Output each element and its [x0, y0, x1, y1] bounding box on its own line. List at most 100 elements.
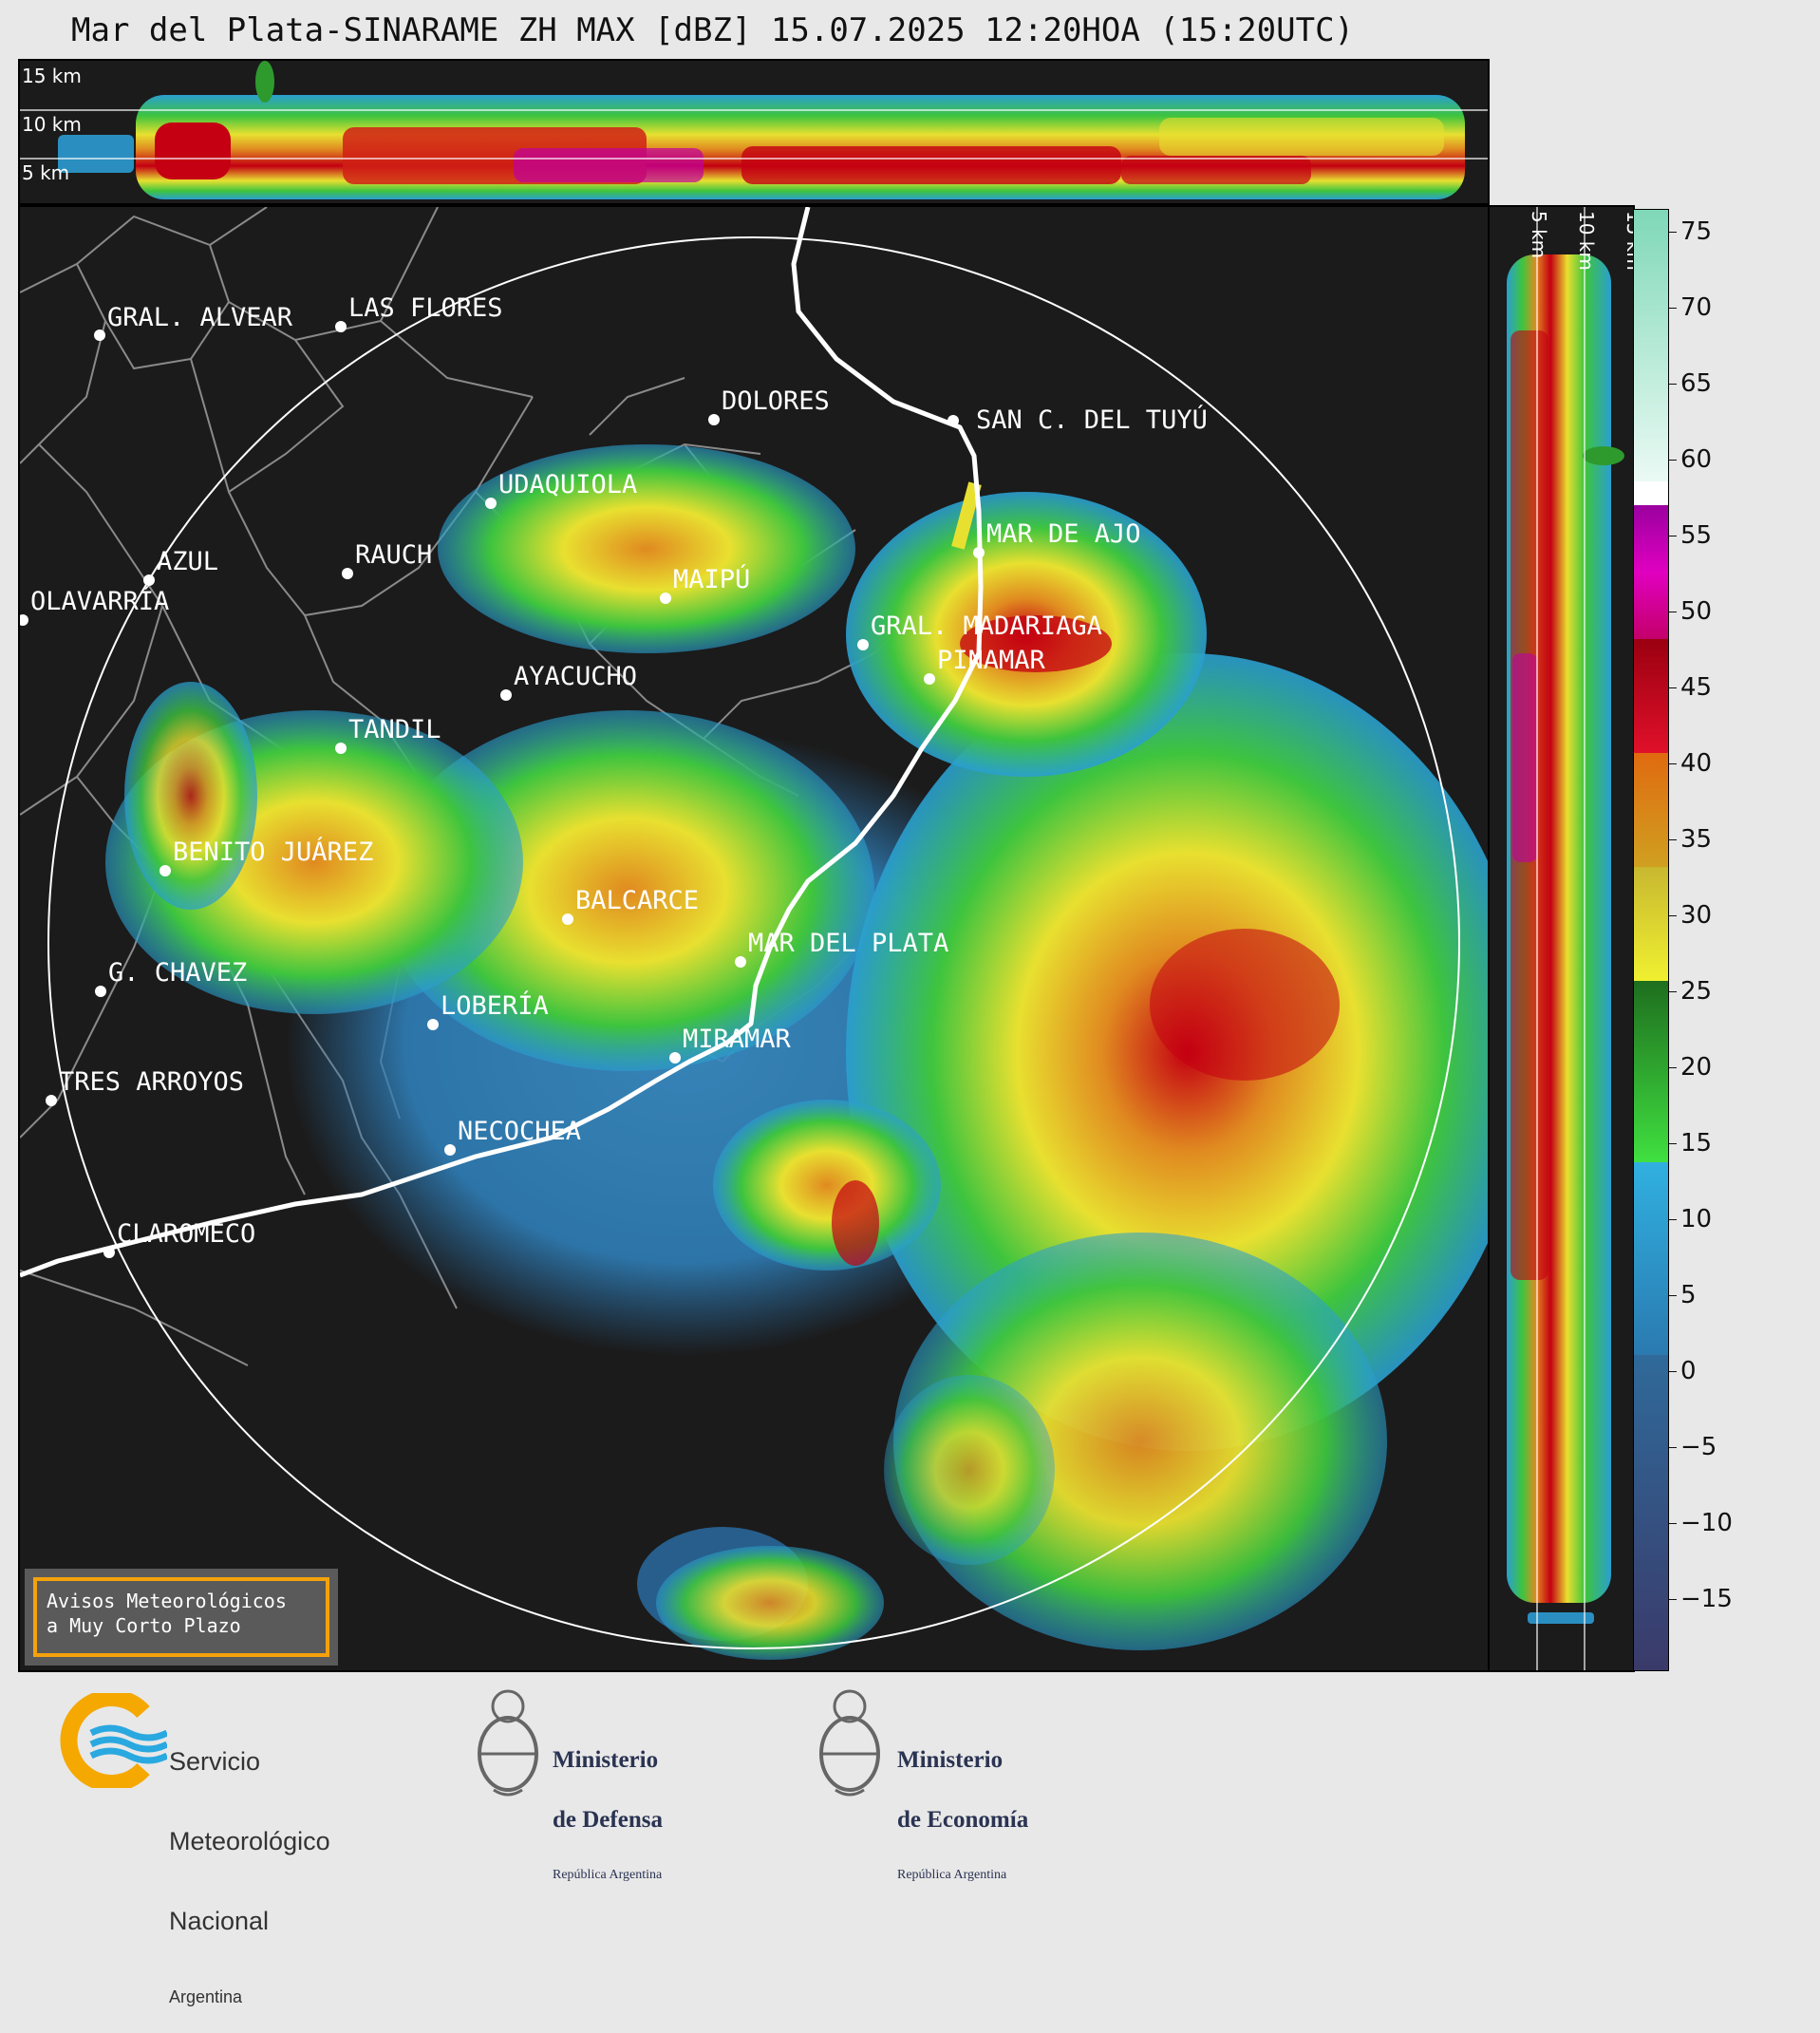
city-label-dolores: DOLORES	[722, 386, 830, 416]
city-label-mar-de-ajo: MAR DE AJO	[986, 519, 1141, 549]
colorbar-segment-blue	[1634, 1161, 1668, 1355]
city-label-rauch: RAUCH	[355, 540, 433, 570]
colorbar-tick	[1669, 915, 1677, 916]
colorbar-segment-red	[1634, 639, 1668, 754]
side-height-label-15: 15 km	[1623, 211, 1635, 271]
city-label-miramar: MIRAMAR	[683, 1025, 791, 1054]
colorbar-tick-label: −5	[1680, 1433, 1717, 1461]
colorbar-tick-label: 50	[1680, 597, 1713, 626]
avisos-line-1: Avisos Meteorológicos	[47, 1590, 287, 1612]
city-label-g-chavez: G. CHAVEZ	[108, 958, 248, 988]
city-label-pinamar: PINAMAR	[937, 646, 1045, 675]
city-label-balcarce: BALCARCE	[575, 886, 700, 915]
colorbar-tick-label: 35	[1680, 825, 1713, 854]
smn-line-4: Argentina	[169, 1987, 243, 2006]
city-label-ayacucho: AYACUCHO	[514, 662, 638, 691]
chart-title: Mar del Plata-SINARAME ZH MAX [dBZ] 15.0…	[71, 11, 1355, 49]
colorbar-segment-teal	[1634, 210, 1668, 482]
colorbar-tick-label: 55	[1680, 521, 1713, 550]
colorbar-tick-label: 20	[1680, 1053, 1713, 1082]
colorbar-tick	[1669, 1523, 1677, 1524]
colorbar-tick	[1669, 991, 1677, 992]
colorbar-segment-magenta	[1634, 504, 1668, 640]
colorbar-tick	[1669, 460, 1677, 461]
city-label-gral-madariaga: GRAL. MADARIAGA	[871, 612, 1102, 641]
colorbar-tick-label: 15	[1680, 1129, 1713, 1158]
radar-map-panel: GRAL. ALVEAR LAS FLORES DOLORES SAN C. D…	[18, 205, 1490, 1672]
colorbar-tick-label: 45	[1680, 673, 1713, 702]
colorbar-tick	[1669, 687, 1677, 688]
defensa-line-2: de Defensa	[553, 1807, 663, 1833]
colorbar-tick	[1669, 1447, 1677, 1448]
colorbar-tick	[1669, 763, 1677, 764]
colorbar-segment-green	[1634, 981, 1668, 1162]
side-height-label-5: 5 km	[1528, 211, 1550, 259]
colorbar-tick-label: −15	[1680, 1585, 1733, 1613]
city-label-loberia: LOBERÍA	[441, 991, 549, 1021]
colorbar-tick	[1669, 839, 1677, 840]
city-label-mar-del-plata: MAR DEL PLATA	[748, 929, 949, 958]
top-height-label-10: 10 km	[22, 113, 82, 136]
city-label-azul: AZUL	[157, 547, 219, 576]
top-height-label-5: 5 km	[22, 161, 70, 184]
colorbar-tick	[1669, 384, 1677, 385]
top-cross-section-echo	[20, 61, 1488, 199]
colorbar-tick-label: −10	[1680, 1509, 1733, 1537]
colorbar-segment-orange	[1634, 753, 1668, 868]
colorbar-tick-label: 40	[1680, 749, 1713, 778]
city-label-olavarria: OLAVARRÍA	[30, 587, 170, 616]
city-markers	[20, 321, 985, 1258]
colorbar-tick-label: 70	[1680, 293, 1713, 322]
smn-line-3: Nacional	[169, 1907, 270, 1935]
city-label-gral-alvear: GRAL. ALVEAR	[107, 303, 293, 332]
colorbar-tick-label: 60	[1680, 445, 1713, 474]
coastline	[20, 207, 984, 1278]
avisos-box: Avisos Meteorológicos a Muy Corto Plazo	[25, 1569, 338, 1666]
smn-line-1: Servicio	[169, 1747, 261, 1776]
colorbar-segment-white	[1634, 481, 1668, 505]
city-label-benito-juarez: BENITO JUÁREZ	[173, 838, 374, 867]
city-label-maipu: MAIPÚ	[673, 565, 751, 594]
colorbar-tick-label: 30	[1680, 901, 1713, 930]
economia-line-1: Ministerio	[897, 1747, 1004, 1773]
avisos-box-frame: Avisos Meteorológicos a Muy Corto Plazo	[33, 1577, 329, 1657]
colorbar-segment-dark-blue	[1634, 1354, 1668, 1670]
colorbar-tick-label: 75	[1680, 217, 1713, 246]
radar-echoes	[105, 444, 1488, 1660]
colorbar-tick	[1669, 1067, 1677, 1068]
range-ring	[47, 236, 1460, 1649]
smn-line-2: Meteorológico	[169, 1827, 330, 1855]
colorbar-tick	[1669, 232, 1677, 233]
city-label-tres-arroyos: TRES ARROYOS	[59, 1067, 245, 1097]
dbz-colorbar	[1633, 209, 1669, 1671]
economia-coat-of-arms-icon	[819, 1689, 880, 1797]
colorbar-tick	[1669, 1295, 1677, 1296]
colorbar-tick-label: 65	[1680, 369, 1713, 398]
city-label-las-flores: LAS FLORES	[348, 293, 503, 323]
side-cross-section-panel: 5 km 10 km 15 km	[1488, 205, 1635, 1672]
colorbar-tick-label: 10	[1680, 1205, 1713, 1233]
colorbar-tick	[1669, 308, 1677, 309]
side-cross-section-echo	[1507, 207, 1624, 1670]
smn-logo-text: Servicio Meteorológico Nacional Argentin…	[169, 1695, 330, 2033]
top-height-label-15: 15 km	[22, 65, 82, 87]
city-label-claromeco: CLAROMECO	[117, 1219, 256, 1249]
defensa-coat-of-arms-icon	[478, 1689, 538, 1797]
colorbar-tick	[1669, 1143, 1677, 1144]
colorbar-tick-label: 0	[1680, 1357, 1697, 1385]
economia-logo-text: Ministerio de Economía República Argenti…	[897, 1713, 1028, 1901]
colorbar-tick-label: 5	[1680, 1281, 1697, 1309]
city-label-tandil: TANDIL	[348, 715, 441, 744]
defensa-line-1: Ministerio	[553, 1747, 659, 1773]
city-label-san-c-del-tuyu: SAN C. DEL TUYÚ	[976, 405, 1208, 435]
colorbar-tick-label: 25	[1680, 977, 1713, 1006]
top-cross-section-panel: 15 km 10 km 5 km	[18, 59, 1490, 205]
colorbar-tick	[1669, 1371, 1677, 1372]
avisos-line-2: a Muy Corto Plazo	[47, 1614, 241, 1637]
defensa-logo-text: Ministerio de Defensa República Argentin…	[553, 1713, 663, 1901]
city-label-udaquiola: UDAQUIOLA	[498, 470, 638, 499]
colorbar-tick	[1669, 1219, 1677, 1220]
colorbar-tick	[1669, 1599, 1677, 1600]
side-height-label-10: 10 km	[1575, 211, 1598, 271]
colorbar-segment-yellow	[1634, 867, 1668, 982]
